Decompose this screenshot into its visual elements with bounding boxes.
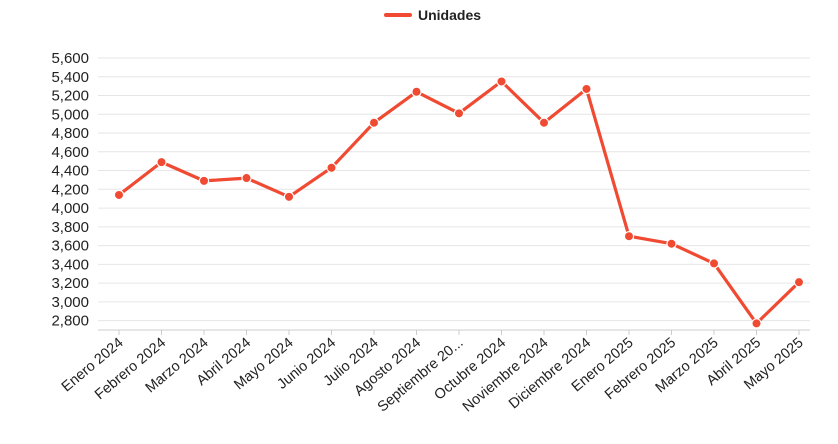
y-tick-label: 3,200 (51, 275, 89, 292)
data-point (156, 156, 167, 168)
data-point (708, 258, 720, 269)
data-point (793, 276, 805, 288)
y-tick-label: 4,400 (51, 163, 89, 180)
y-tick-label: 4,600 (51, 144, 89, 161)
data-point (496, 76, 507, 87)
data-point (113, 189, 125, 201)
data-point (368, 117, 380, 128)
y-tick-label: 3,800 (51, 219, 89, 236)
y-tick-label: 3,000 (51, 294, 89, 311)
y-tick-label: 2,800 (51, 313, 89, 330)
data-point (751, 318, 762, 329)
gridlines (98, 57, 810, 331)
y-tick-label: 3,400 (51, 256, 89, 273)
legend: Unidades (384, 7, 481, 23)
data-point (581, 83, 592, 95)
data-point (326, 162, 337, 173)
y-tick-label: 4,800 (51, 125, 89, 142)
legend-label: Unidades (418, 7, 481, 23)
y-tick-label: 5,200 (51, 88, 89, 105)
y-tick-label: 5,400 (51, 69, 89, 86)
series-unidades (113, 76, 805, 329)
y-tick-label: 5,600 (51, 50, 89, 67)
y-tick-label: 4,000 (51, 200, 89, 217)
y-tick-label: 3,600 (51, 238, 89, 255)
data-point (623, 231, 635, 242)
data-point (241, 172, 252, 184)
data-point (666, 238, 677, 249)
data-point (453, 108, 465, 119)
y-tick-label: 5,000 (51, 106, 89, 123)
y-tick-label: 4,200 (51, 181, 89, 198)
data-point (198, 175, 210, 187)
data-point (538, 117, 550, 128)
data-point (411, 86, 422, 97)
data-point (283, 191, 295, 203)
